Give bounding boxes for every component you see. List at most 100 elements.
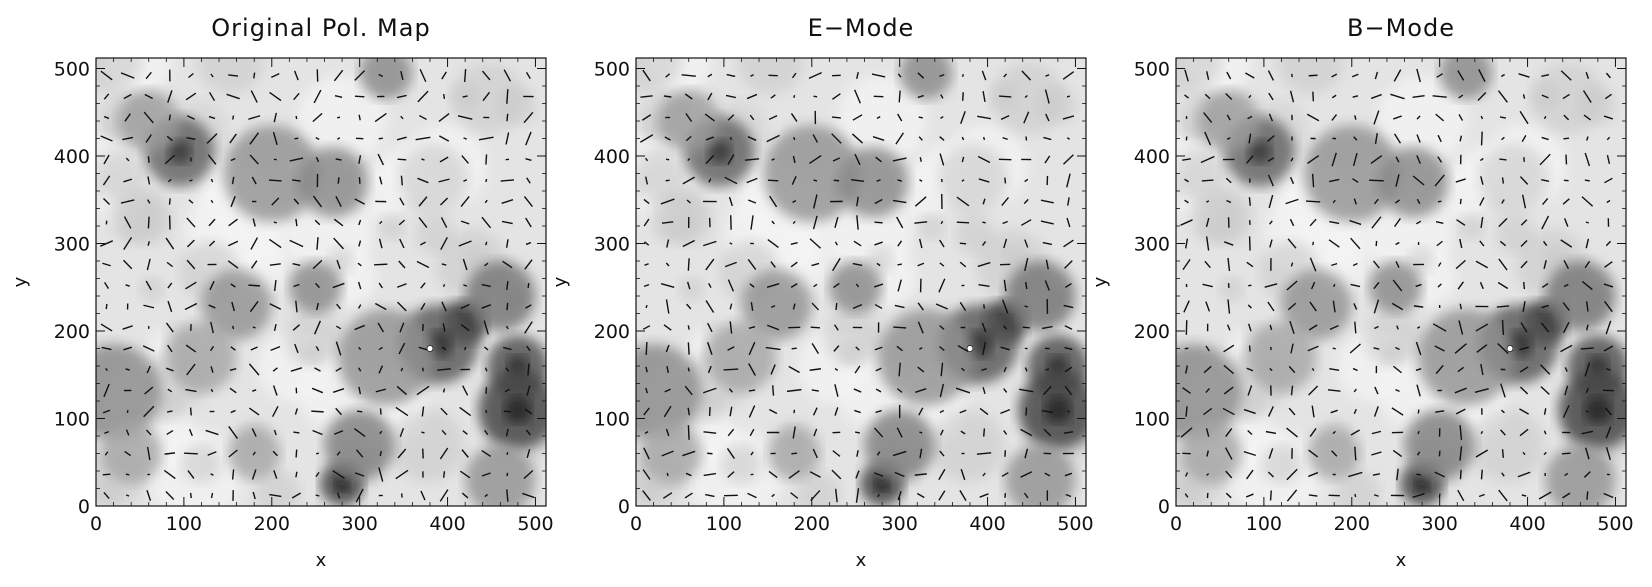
intensity-blob [706, 322, 776, 392]
polarization-vector [667, 473, 668, 476]
intensity-mid-patch [955, 215, 994, 254]
polarization-vector [444, 94, 445, 99]
y-tick-label: 100 [54, 409, 90, 431]
y-tick-label: 300 [54, 234, 90, 256]
polarization-vector [1369, 180, 1384, 181]
polarization-vector [1503, 449, 1504, 458]
polarization-vector [423, 368, 424, 371]
polarization-vector [507, 89, 508, 104]
intensity-mid-patch [452, 62, 524, 134]
intensity-mid-patch [391, 409, 465, 483]
x-tick-label: 300 [342, 513, 378, 535]
intensity-blob [325, 410, 395, 480]
polarization-vector [664, 96, 671, 97]
polarization-vector [1587, 491, 1588, 499]
polarization-vector [444, 389, 445, 393]
x-axis-label: x [1396, 550, 1407, 571]
polarization-vector [103, 474, 111, 475]
x-tick-label: 300 [1422, 513, 1458, 535]
intensity-blob [118, 90, 180, 152]
polarization-vector [254, 73, 255, 79]
polarization-vector [707, 453, 712, 454]
polarization-vector [1418, 410, 1419, 414]
polarization-vector [875, 222, 883, 223]
polarization-vector [960, 243, 966, 244]
polarization-vector [486, 179, 487, 182]
x-axis-label: x [316, 550, 327, 571]
polarization-vector [507, 452, 508, 455]
polarization-vector [359, 177, 360, 184]
polarization-vector [832, 117, 841, 118]
y-tick-label: 200 [1134, 321, 1170, 343]
y-tick-label: 500 [594, 59, 630, 81]
intensity-blob [1405, 410, 1475, 480]
polarization-vector [169, 198, 170, 204]
polarization-vector [919, 117, 923, 118]
intensity-blob [658, 90, 720, 152]
polarization-vector [296, 450, 297, 458]
polarization-vector [421, 432, 424, 433]
intensity-blob [166, 322, 236, 392]
polarization-vector [465, 69, 466, 82]
polarization-vector [507, 114, 508, 121]
intensity-blob [1005, 261, 1075, 331]
x-tick-label: 0 [630, 513, 642, 535]
polarization-vector [794, 95, 795, 98]
intensity-blob [360, 47, 413, 100]
polarization-vector [253, 327, 256, 328]
y-tick-label: 100 [1134, 409, 1170, 431]
polarization-vector [337, 117, 340, 118]
intensity-mid-patch [284, 309, 341, 366]
polarization-vector [984, 304, 985, 308]
polarization-vector [1503, 320, 1504, 335]
polarization-vector [233, 116, 234, 120]
polarization-vector [189, 180, 192, 181]
intensity-blob [829, 261, 882, 314]
intensity-blob [100, 423, 162, 485]
polarization-vector [1586, 222, 1589, 223]
x-tick-label: 200 [1334, 513, 1370, 535]
polarization-vector [646, 305, 647, 308]
polarization-vector [1562, 453, 1571, 454]
polarization-vector [148, 156, 149, 162]
y-axis-label: y [1090, 276, 1111, 287]
y-tick-label: 0 [78, 496, 90, 518]
polarization-vector [1271, 491, 1272, 501]
intensity-mid-patch [1277, 28, 1344, 95]
y-tick-label: 500 [1134, 59, 1170, 81]
polarization-vector [1202, 180, 1214, 181]
polarization-vector [401, 176, 402, 186]
polarization-vector [1067, 96, 1070, 97]
intensity-blob [1418, 309, 1515, 406]
polarization-vector [338, 177, 339, 183]
intensity-mid-patch [1478, 144, 1548, 214]
intensity-core [1044, 396, 1072, 424]
polarization-vector [1503, 177, 1504, 183]
x-tick-label: 500 [517, 513, 553, 535]
polarization-vector [1306, 201, 1320, 202]
intensity-core [1247, 139, 1272, 164]
x-tick-label: 100 [1246, 513, 1282, 535]
polarization-vector [984, 428, 985, 436]
intensity-blob [865, 410, 935, 480]
polarization-vector [794, 410, 795, 414]
polarization-vector [1460, 470, 1461, 479]
polarization-vector [274, 222, 277, 223]
x-tick-label: 300 [882, 513, 918, 535]
x-tick-label: 100 [706, 513, 742, 535]
polarization-vector [1355, 494, 1356, 497]
intensity-mid-patch [1218, 276, 1244, 302]
y-tick-label: 100 [594, 409, 630, 431]
polarization-vector [1249, 197, 1250, 206]
polarization-vector [1355, 322, 1356, 334]
polarization-vector [380, 408, 381, 414]
polarization-vector [106, 304, 107, 309]
intensity-mid-patch [992, 62, 1064, 134]
white-point-marker [427, 346, 433, 352]
intensity-blob [900, 47, 953, 100]
polarization-vector [710, 407, 711, 416]
polarization-vector [724, 369, 739, 370]
